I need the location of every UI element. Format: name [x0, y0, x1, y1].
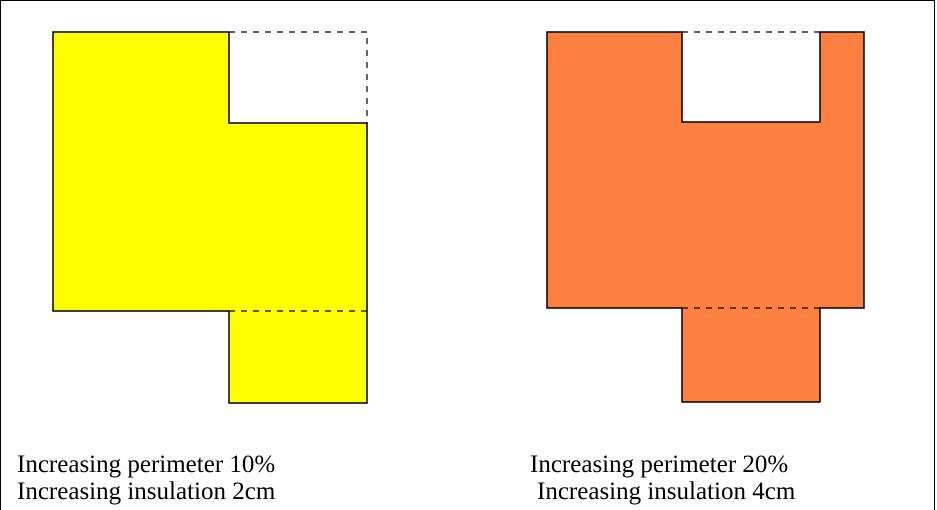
- right-caption: Increasing perimeter 20% Increasing insu…: [530, 451, 795, 505]
- right-floorplan-shape: [546, 31, 865, 403]
- left-top-dashed-outline: [229, 31, 368, 123]
- left-floorplan: [52, 31, 368, 404]
- left-perimeter-caption: Increasing perimeter 10%: [17, 451, 276, 478]
- right-perimeter-caption: Increasing perimeter 20%: [530, 451, 789, 478]
- left-caption: Increasing perimeter 10% Increasing insu…: [17, 451, 275, 505]
- left-floorplan-shape: [52, 31, 368, 404]
- left-insulation-caption: Increasing insulation 2cm: [17, 478, 276, 505]
- right-floorplan: [546, 31, 865, 403]
- right-insulation-caption: Increasing insulation 4cm: [537, 478, 796, 505]
